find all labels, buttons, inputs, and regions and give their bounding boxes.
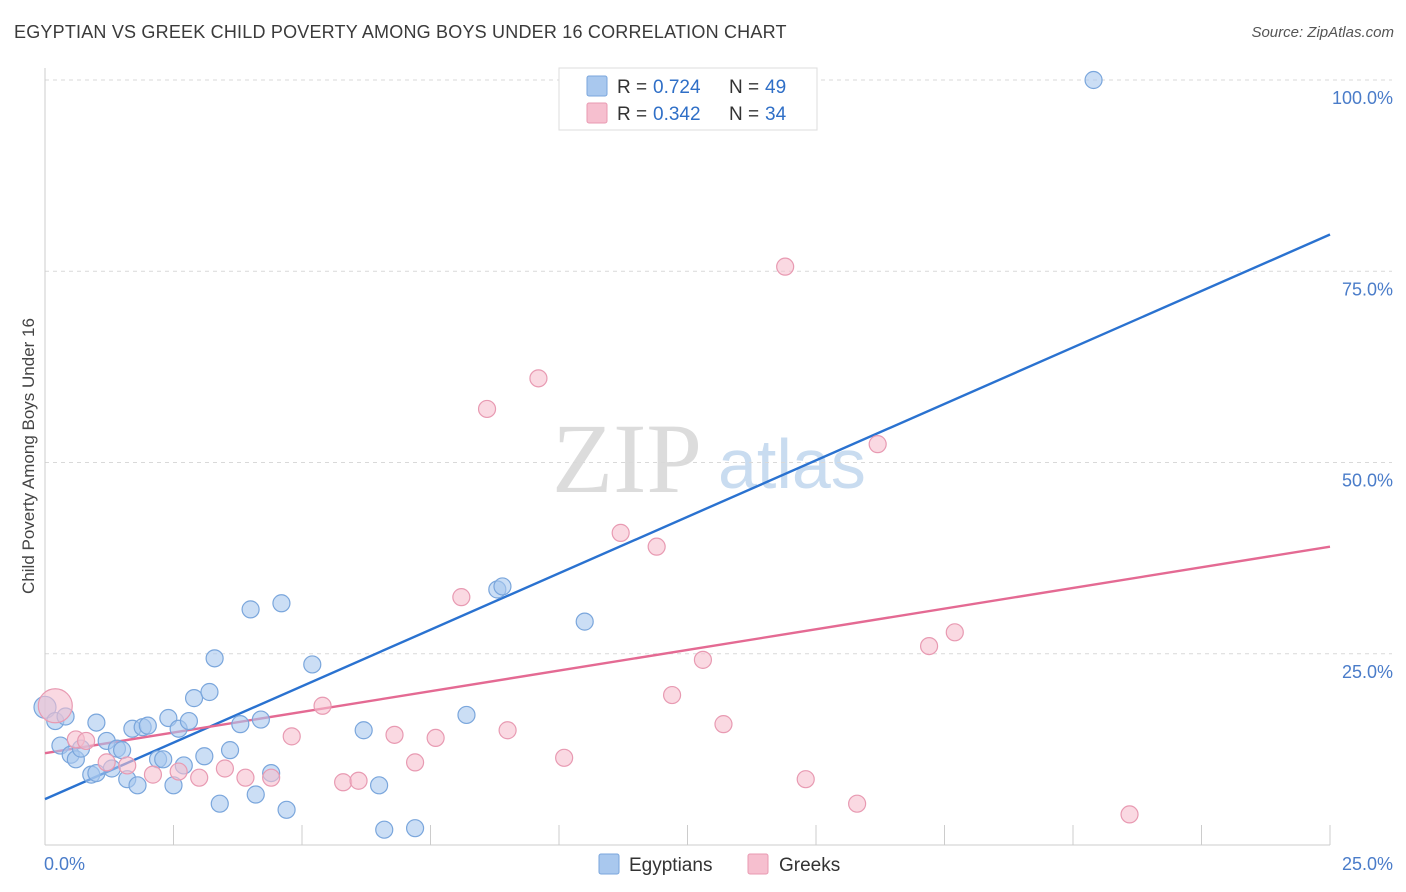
point-egyptians-25 [184, 689, 204, 708]
y-tick-labels: 25.0% 50.0% 75.0% 100.0% [1332, 88, 1393, 682]
point-egyptians-43 [457, 705, 476, 725]
point-greeks-10 [262, 768, 281, 787]
legend-r-label-greeks: R = [617, 104, 647, 125]
x-tick-label-1: 25.0% [1342, 854, 1393, 874]
bottom-legend-swatch-greeks [747, 853, 769, 875]
point-greeks-29 [796, 770, 815, 789]
y-tick-label-0: 25.0% [1342, 662, 1393, 682]
point-egyptians-27 [200, 682, 219, 702]
bottom-legend-swatch-egyptians [598, 853, 620, 875]
point-egyptians-39 [354, 721, 373, 740]
bottom-legend-egyptians: Egyptians [629, 855, 712, 876]
point-egyptians-15 [128, 776, 147, 795]
bottom-legend-greeks: Greeks [779, 855, 840, 876]
point-egyptians-40 [370, 776, 389, 795]
point-greeks-0 [37, 688, 73, 724]
point-greeks-14 [349, 771, 368, 790]
point-egyptians-45 [493, 577, 512, 596]
series-legend: Egyptians Greeks [598, 853, 840, 876]
trend-line-egyptians [44, 233, 1331, 801]
legend-n-value-greeks: 34 [765, 104, 787, 125]
y-tick-label-2: 75.0% [1342, 279, 1393, 299]
point-egyptians-36 [272, 594, 291, 613]
point-greeks-13 [334, 773, 353, 792]
point-egyptians-12 [112, 741, 132, 760]
legend-swatch-egyptians [586, 75, 608, 97]
point-greeks-26 [693, 650, 713, 669]
point-greeks-23 [611, 523, 630, 542]
y-axis-label: Child Poverty Among Boys Under 16 [19, 318, 38, 594]
watermark: ZIP atlas [552, 403, 866, 514]
point-greeks-24 [647, 537, 666, 556]
point-egyptians-41 [375, 820, 394, 839]
gridlines [45, 79, 1392, 655]
point-greeks-4 [118, 756, 137, 775]
legend-r-value-egyptians: 0.724 [653, 77, 701, 98]
point-egyptians-47 [1084, 70, 1103, 90]
x-tick-labels: 0.0% 25.0% [44, 854, 1393, 874]
point-greeks-22 [555, 748, 574, 767]
point-greeks-25 [662, 685, 682, 705]
point-egyptians-17 [138, 716, 157, 735]
point-egyptians-33 [246, 785, 265, 804]
point-greeks-9 [236, 768, 255, 787]
point-greeks-20 [498, 721, 517, 740]
point-greeks-28 [776, 257, 795, 276]
point-egyptians-26 [195, 747, 214, 766]
correlation-legend: R = 0.724 N = 49 R = 0.342 N = 34 [558, 67, 818, 131]
legend-r-label-egyptians: R = [617, 77, 647, 98]
point-egyptians-34 [251, 710, 270, 729]
point-greeks-7 [190, 768, 209, 787]
point-egyptians-24 [179, 711, 199, 731]
data-points [33, 70, 1139, 839]
point-egyptians-19 [154, 750, 173, 769]
watermark-zip: ZIP [552, 403, 702, 514]
point-greeks-3 [97, 753, 116, 772]
legend-n-label-greeks: N = [729, 104, 759, 125]
point-greeks-11 [282, 727, 301, 746]
legend-r-value-greeks: 0.342 [653, 104, 701, 125]
point-egyptians-38 [303, 655, 322, 674]
point-greeks-12 [313, 696, 332, 715]
point-egyptians-30 [220, 741, 240, 760]
trend-lines [44, 233, 1331, 801]
point-greeks-34 [1120, 805, 1139, 824]
y-tick-label-3: 100.0% [1332, 88, 1393, 108]
chart-title: EGYPTIAN VS GREEK CHILD POVERTY AMONG BO… [14, 22, 787, 42]
x-tick-label-0: 0.0% [44, 854, 85, 874]
point-greeks-30 [848, 794, 867, 813]
legend-n-label-egyptians: N = [729, 77, 759, 98]
point-greeks-17 [426, 728, 445, 748]
point-greeks-33 [945, 623, 964, 642]
point-greeks-8 [215, 759, 234, 778]
legend-n-value-egyptians: 49 [765, 77, 786, 98]
point-egyptians-37 [277, 800, 296, 819]
source-label: Source: ZipAtlas.com [1251, 24, 1394, 41]
point-greeks-21 [529, 369, 548, 388]
point-greeks-31 [868, 435, 887, 454]
point-egyptians-32 [241, 600, 260, 619]
point-egyptians-8 [87, 713, 106, 732]
point-egyptians-28 [205, 649, 224, 668]
point-greeks-19 [477, 399, 497, 419]
point-greeks-32 [919, 636, 939, 656]
legend-swatch-greeks [586, 102, 608, 124]
watermark-atlas: atlas [718, 425, 866, 503]
point-egyptians-29 [210, 794, 229, 813]
point-egyptians-31 [231, 715, 250, 734]
point-greeks-27 [714, 715, 733, 734]
point-greeks-16 [405, 753, 425, 772]
point-egyptians-42 [405, 819, 425, 838]
point-greeks-2 [77, 731, 96, 751]
point-egyptians-46 [575, 612, 594, 631]
y-tick-label-1: 50.0% [1342, 471, 1393, 491]
point-greeks-15 [385, 725, 404, 744]
point-greeks-6 [169, 762, 188, 781]
point-greeks-18 [452, 588, 471, 607]
point-greeks-5 [143, 765, 163, 784]
